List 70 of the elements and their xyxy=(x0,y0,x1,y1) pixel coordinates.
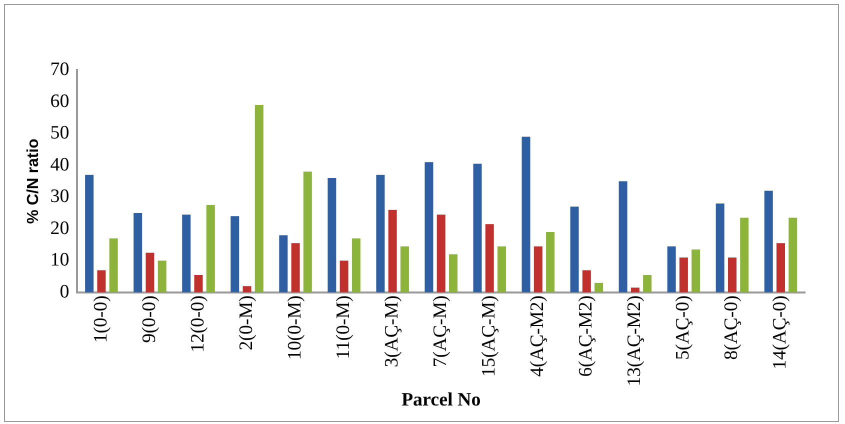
bar xyxy=(522,136,530,292)
bar xyxy=(594,282,604,292)
x-axis-title: Parcel No xyxy=(401,390,481,411)
x-tick-label: 8(AÇ-0) xyxy=(721,295,742,360)
y-tick-label: 0 xyxy=(60,281,70,302)
bar xyxy=(679,257,688,292)
bar xyxy=(85,174,94,292)
bar xyxy=(728,257,736,292)
y-tick-label: 30 xyxy=(50,186,70,208)
y-tick-label: 70 xyxy=(50,58,70,80)
bar xyxy=(692,250,700,292)
bar xyxy=(254,104,264,292)
x-tick-label: 14(AÇ-0) xyxy=(770,295,791,370)
bar xyxy=(788,218,798,292)
bar xyxy=(546,232,555,292)
x-tick-label: 4(AÇ-M2) xyxy=(527,295,548,377)
bar xyxy=(158,260,166,292)
bar xyxy=(740,218,749,292)
bar xyxy=(485,224,494,292)
bar xyxy=(400,246,409,292)
bar xyxy=(716,203,724,292)
bar xyxy=(352,238,360,292)
bar xyxy=(498,246,506,292)
bar xyxy=(643,274,652,292)
bar xyxy=(667,246,676,292)
bar xyxy=(436,214,446,292)
bar xyxy=(764,190,773,292)
bar xyxy=(388,210,397,292)
x-tick-label: 15(AÇ-M) xyxy=(478,295,500,377)
x-tick-label: 9(0-0) xyxy=(138,295,160,343)
bar xyxy=(230,216,240,292)
x-tick-label: 1(0-0) xyxy=(90,295,112,343)
bar xyxy=(291,243,300,292)
x-tick-label: 6(AÇ-M2) xyxy=(576,295,597,377)
bar xyxy=(534,246,542,292)
bar xyxy=(97,270,106,292)
bar xyxy=(776,243,785,292)
y-tick-label: 40 xyxy=(50,154,70,176)
bar xyxy=(194,274,203,292)
bar xyxy=(340,260,348,292)
bar xyxy=(328,178,336,292)
bar xyxy=(424,162,434,292)
bar xyxy=(570,206,579,292)
x-tick-label: 5(AÇ-0) xyxy=(672,295,694,360)
bar xyxy=(630,288,640,292)
y-tick-label: 20 xyxy=(50,218,70,239)
bar xyxy=(146,252,154,292)
y-axis-title: % C/N ratio xyxy=(25,138,42,224)
bar xyxy=(448,254,458,292)
bar xyxy=(376,174,385,292)
bar xyxy=(134,212,142,292)
bar xyxy=(182,214,191,292)
bar xyxy=(303,172,312,292)
x-tick-label: 12(0-0) xyxy=(187,295,208,352)
bar xyxy=(109,238,118,292)
x-tick-label: 7(AÇ-M) xyxy=(430,295,452,368)
bar xyxy=(206,205,215,292)
x-tick-label: 2(0-M) xyxy=(236,295,258,350)
bar xyxy=(473,164,482,292)
bar xyxy=(279,235,288,292)
bar xyxy=(618,181,628,292)
y-tick-label: 10 xyxy=(50,250,70,271)
bar xyxy=(242,286,252,292)
y-tick-label: 50 xyxy=(50,122,70,144)
y-tick-label: 60 xyxy=(50,90,70,112)
x-tick-label: 3(AÇ-M) xyxy=(382,295,403,368)
x-tick-label: 13(AÇ-M2) xyxy=(624,295,646,386)
x-tick-label: 11(0-M) xyxy=(333,295,354,360)
bar xyxy=(582,270,591,292)
x-tick-label: 10(0-M) xyxy=(284,295,306,360)
